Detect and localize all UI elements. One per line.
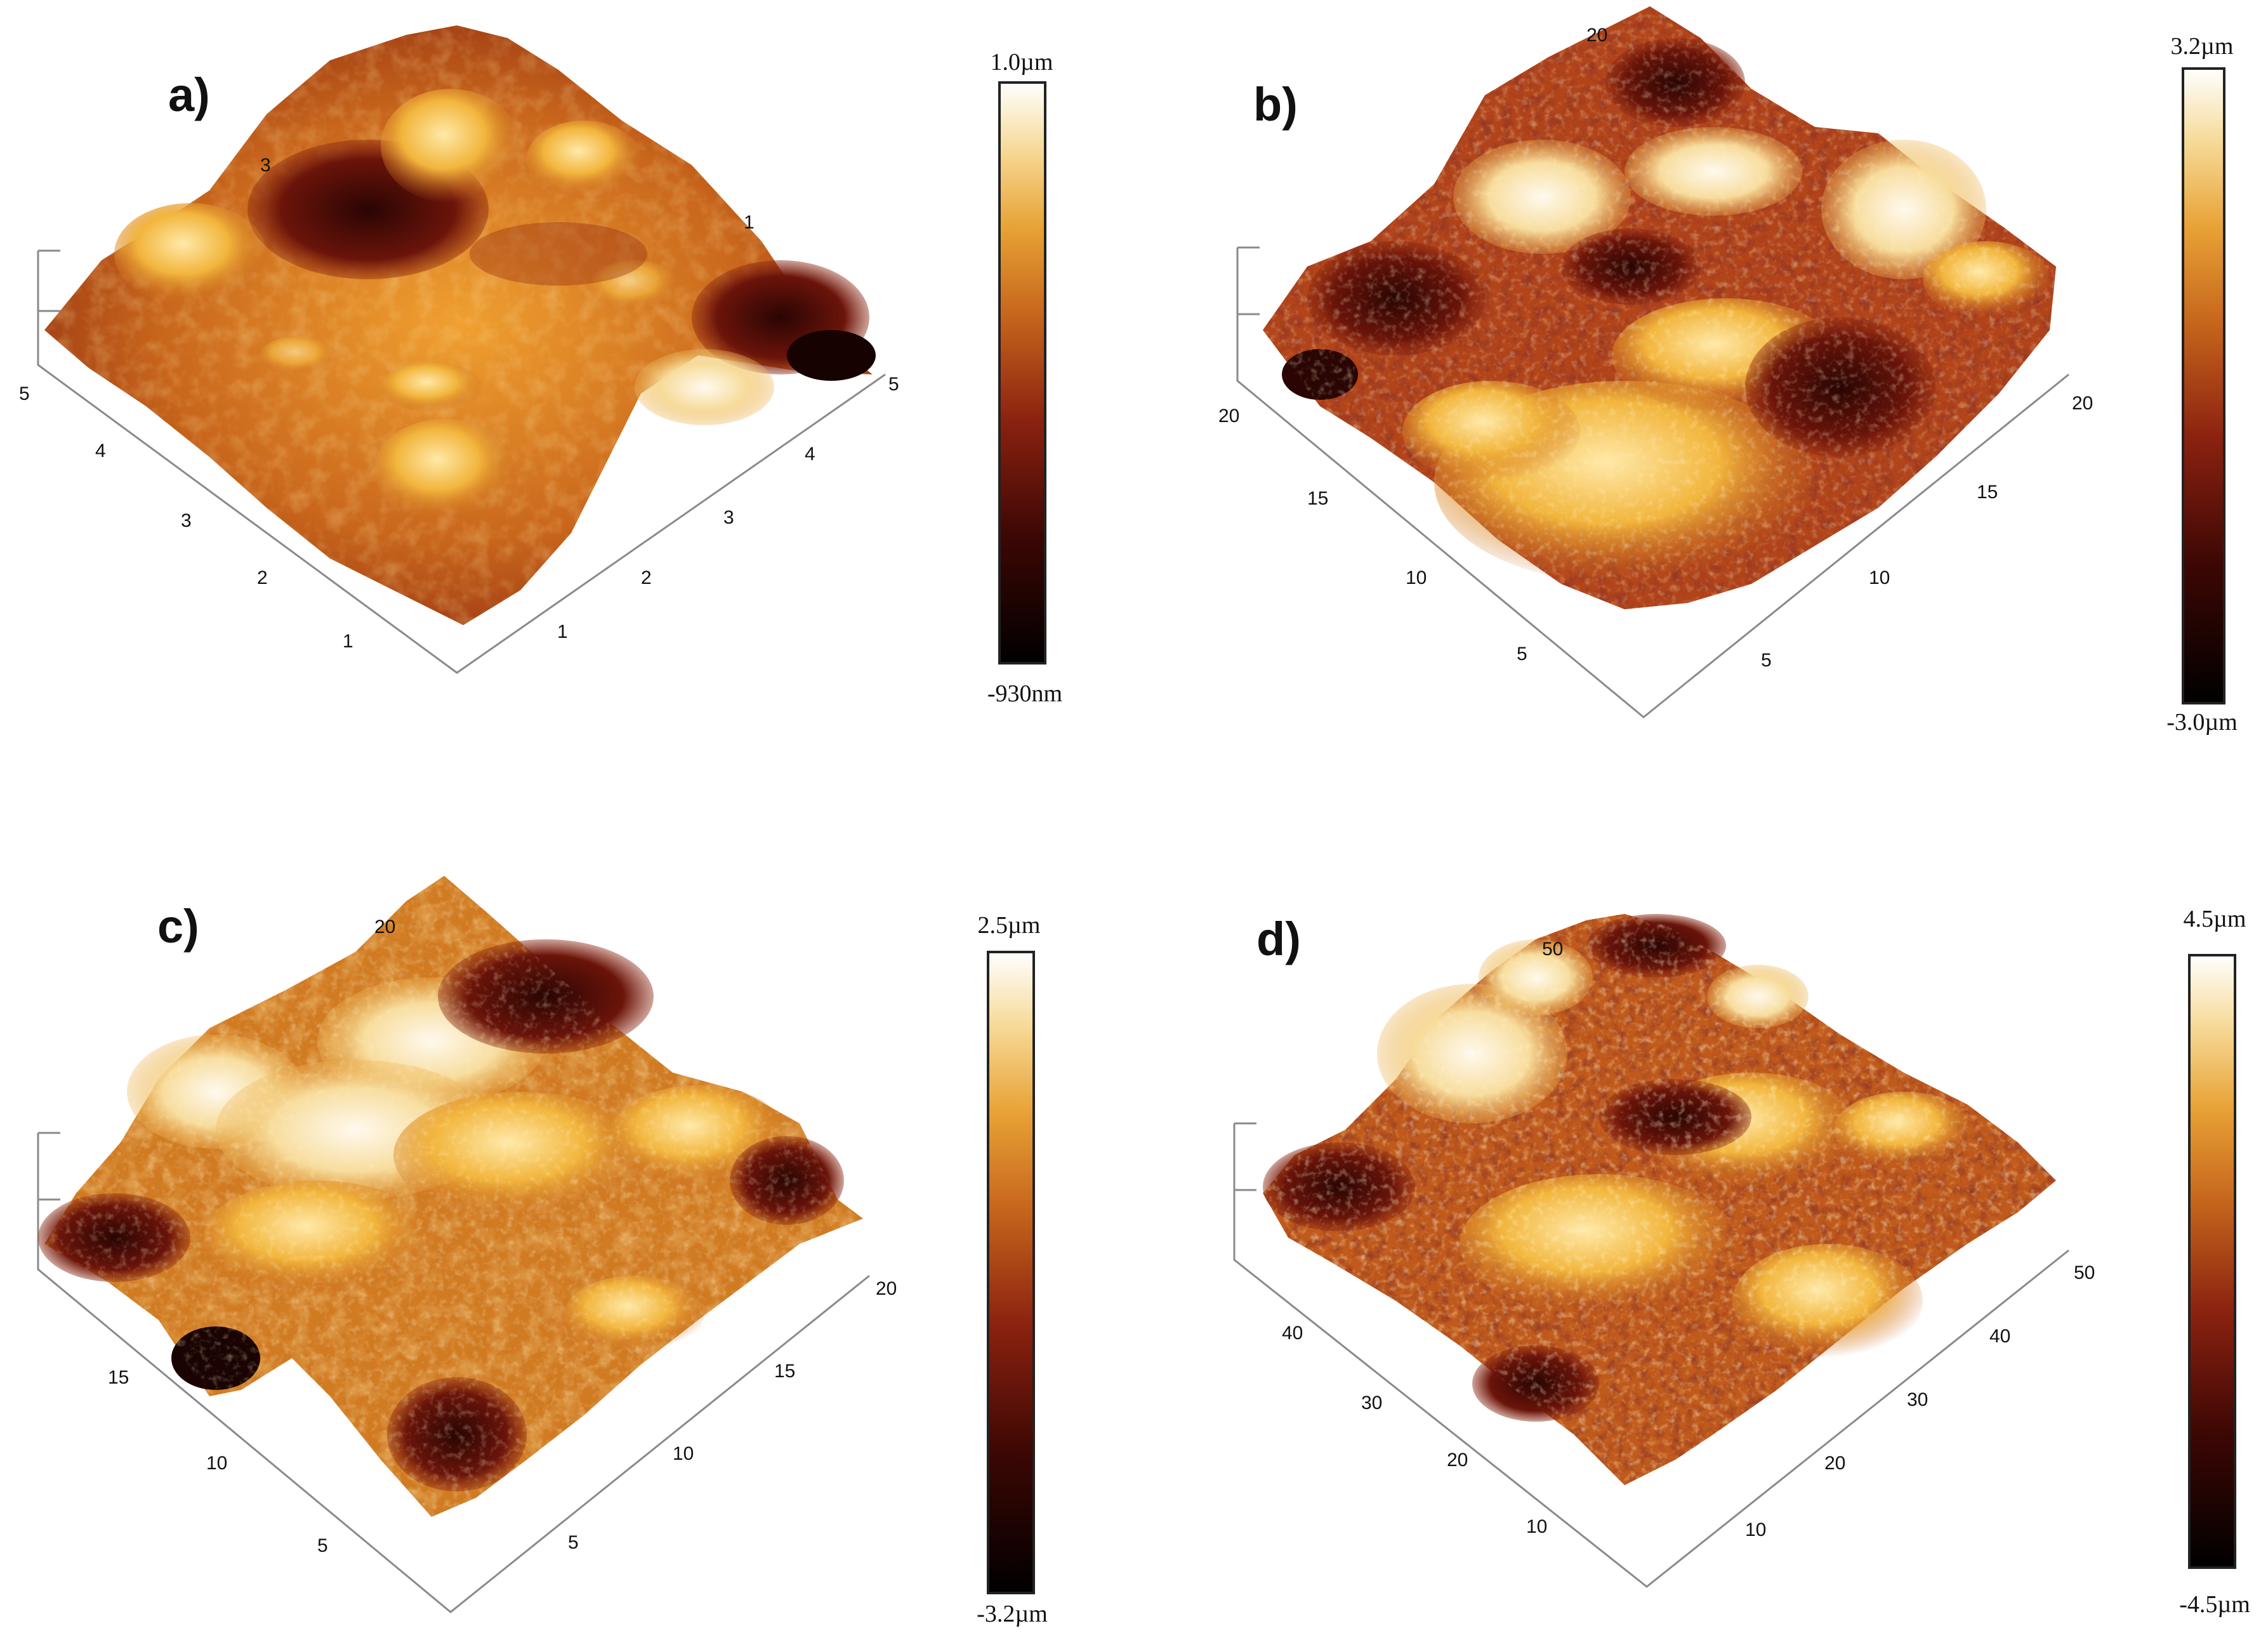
colorbar-c: 2.5µm -3.2µm (977, 912, 1048, 1627)
tick-a-left-3: 2 (257, 567, 268, 588)
tick-c-right-3: 20 (876, 1278, 897, 1299)
panel-a: a) 5 4 3 2 1 1 (19, 25, 1062, 707)
panel-label-c: c) (157, 900, 199, 953)
axes-b (1236, 246, 2069, 718)
surface-d (1263, 914, 2056, 1485)
tick-a-right-3: 4 (805, 444, 815, 465)
tick-c-left-0: 15 (108, 1367, 129, 1388)
surface-c (38, 876, 863, 1517)
tick-b-back-0: 20 (1586, 25, 1607, 46)
colorbar-a: 1.0µm -930nm (987, 49, 1062, 707)
tick-d-left-3: 10 (1526, 1516, 1547, 1537)
tick-d-right-0: 10 (1745, 1519, 1766, 1540)
tick-c-right-1: 10 (673, 1443, 694, 1464)
colorbar-b-bottom-label: -3.0µm (2166, 709, 2238, 736)
tick-d-right-4: 50 (2074, 1262, 2095, 1283)
panel-c: c) 15 10 5 5 10 (37, 876, 1048, 1627)
tick-labels-a: 5 4 3 2 1 1 2 3 4 5 3 1 (19, 155, 899, 652)
colorbar-b (2182, 67, 2225, 704)
tick-a-right-2: 3 (723, 507, 734, 528)
colorbar-c (987, 951, 1035, 1594)
tick-c-right-0: 5 (568, 1532, 579, 1553)
surface-a (44, 25, 876, 625)
tick-a-left-0: 5 (19, 383, 30, 404)
tick-a-left-1: 4 (95, 440, 106, 461)
tick-d-right-2: 30 (1907, 1389, 1928, 1410)
tick-labels-d: 40 30 20 10 10 20 30 40 50 50 (1282, 939, 2095, 1540)
tick-d-right-3: 40 (1989, 1326, 2010, 1347)
tick-c-left-1: 10 (206, 1453, 227, 1474)
tick-a-left-2: 3 (181, 510, 192, 531)
tick-a-right-1: 2 (641, 567, 652, 588)
tick-labels-b: 20 15 10 5 5 10 15 20 20 (1218, 25, 2093, 671)
panel-d: d) 40 30 20 10 10 (1233, 906, 2250, 1618)
colorbar-b: 3.2µm -3.0µm (2166, 33, 2238, 736)
tick-b-right-3: 20 (2072, 393, 2093, 414)
tick-b-right-2: 15 (1977, 482, 1998, 503)
colorbar-c-bottom-label: -3.2µm (977, 1601, 1048, 1627)
colorbar-a-top-label: 1.0µm (991, 49, 1053, 76)
surface-b (1263, 6, 2056, 609)
colorbar-c-top-label: 2.5µm (978, 912, 1041, 939)
panel-b: b) 20 15 10 5 5 (1218, 6, 2238, 736)
colorbar-d (2188, 954, 2236, 1569)
tick-b-left-0: 20 (1218, 406, 1239, 427)
panel-label-a: a) (168, 69, 210, 121)
colorbar-d-top-label: 4.5µm (2184, 906, 2246, 932)
colorbar-a (998, 81, 1046, 665)
tick-c-back-0: 20 (374, 916, 395, 937)
tick-labels-c: 15 10 5 5 10 15 20 20 (108, 916, 897, 1556)
tick-c-left-2: 5 (317, 1535, 328, 1556)
tick-b-right-0: 5 (1761, 650, 1772, 671)
tick-a-back-1: 1 (744, 212, 755, 233)
tick-a-right-4: 5 (888, 374, 899, 395)
tick-d-right-1: 20 (1824, 1453, 1845, 1474)
tick-d-left-0: 40 (1282, 1323, 1303, 1344)
axes-c (37, 1132, 870, 1613)
tick-b-right-1: 10 (1869, 567, 1890, 588)
tick-a-back-0: 3 (260, 155, 271, 176)
colorbar-a-bottom-label: -930nm (987, 680, 1062, 707)
tick-d-back-0: 50 (1542, 939, 1563, 960)
tick-d-left-1: 30 (1361, 1392, 1382, 1413)
tick-c-right-2: 15 (774, 1361, 795, 1382)
colorbar-d: 4.5µm -4.5µm (2179, 906, 2250, 1618)
tick-b-left-1: 15 (1307, 488, 1328, 509)
tick-a-left-4: 1 (343, 631, 353, 652)
tick-b-left-3: 5 (1517, 644, 1527, 665)
tick-d-left-2: 20 (1447, 1450, 1468, 1471)
axes-a (37, 249, 886, 674)
panel-label-b: b) (1253, 78, 1298, 131)
axes-d (1233, 1122, 2069, 1588)
tick-a-right-0: 1 (557, 621, 568, 642)
tick-b-left-2: 10 (1406, 567, 1427, 588)
panel-label-d: d) (1256, 913, 1301, 965)
colorbar-d-bottom-label: -4.5µm (2179, 1591, 2250, 1618)
colorbar-b-top-label: 3.2µm (2171, 33, 2234, 60)
